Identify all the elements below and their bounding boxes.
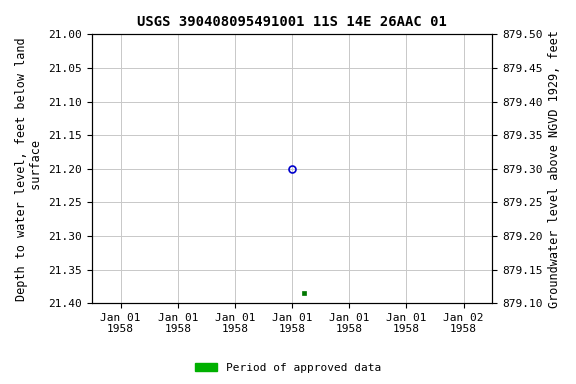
Y-axis label: Depth to water level, feet below land
 surface: Depth to water level, feet below land su… [15, 37, 43, 301]
Title: USGS 390408095491001 11S 14E 26AAC 01: USGS 390408095491001 11S 14E 26AAC 01 [137, 15, 447, 29]
Legend: Period of approved data: Period of approved data [191, 359, 385, 378]
Y-axis label: Groundwater level above NGVD 1929, feet: Groundwater level above NGVD 1929, feet [548, 30, 561, 308]
